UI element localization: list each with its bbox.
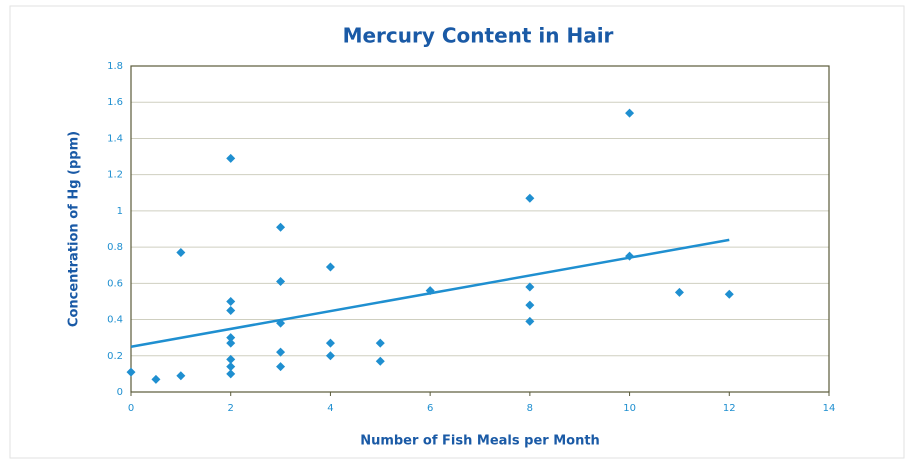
y-tick-label: 0 (117, 387, 123, 398)
point (325, 338, 335, 348)
y-tick-label: 1.2 (107, 170, 123, 181)
point (126, 367, 136, 377)
x-tick-label: 2 (228, 403, 234, 414)
y-tick-label: 1.8 (107, 61, 123, 72)
x-tick-label: 8 (527, 403, 533, 414)
point (625, 108, 635, 118)
point (625, 251, 635, 261)
y-tick-label: 0.6 (107, 278, 123, 289)
x-tick-label: 4 (327, 403, 333, 414)
y-tick-label: 0.2 (107, 351, 123, 362)
point (375, 338, 385, 348)
point (674, 287, 684, 297)
point (226, 369, 236, 379)
point (276, 362, 286, 372)
point (226, 153, 236, 163)
point (525, 282, 535, 292)
point (276, 347, 286, 357)
y-axis-label: Concentration of Hg (ppm) (67, 131, 82, 327)
x-tick-label: 14 (823, 403, 836, 414)
point (276, 222, 286, 232)
y-tick-label: 0.8 (107, 242, 123, 253)
y-tick-label: 0.4 (107, 315, 123, 326)
point (525, 193, 535, 203)
point (226, 354, 236, 364)
x-axis-label: Number of Fish Meals per Month (360, 434, 600, 449)
point (226, 306, 236, 315)
x-tick-label: 6 (427, 403, 433, 414)
point (525, 316, 535, 326)
point (375, 356, 385, 366)
point (724, 289, 734, 299)
point (226, 362, 236, 372)
point (276, 318, 286, 328)
frame (9, 5, 905, 459)
point (525, 300, 535, 310)
point (425, 286, 435, 296)
point (226, 333, 236, 343)
plot-border (130, 65, 830, 393)
y-tick-label: 1.4 (107, 133, 123, 144)
point (226, 296, 236, 306)
point (151, 374, 161, 384)
x-tick-label: 0 (128, 403, 134, 414)
y-tick-label: 1.6 (107, 97, 123, 108)
point (176, 248, 186, 258)
point (325, 262, 335, 272)
point (276, 277, 286, 287)
chart-title: Mercury Content in Hair (343, 24, 614, 48)
point (325, 351, 335, 361)
x-tick-label: 12 (723, 403, 736, 414)
point (226, 338, 236, 348)
y-tick-label: 1 (117, 206, 123, 217)
point (176, 371, 186, 381)
x-tick-label: 10 (623, 403, 636, 414)
